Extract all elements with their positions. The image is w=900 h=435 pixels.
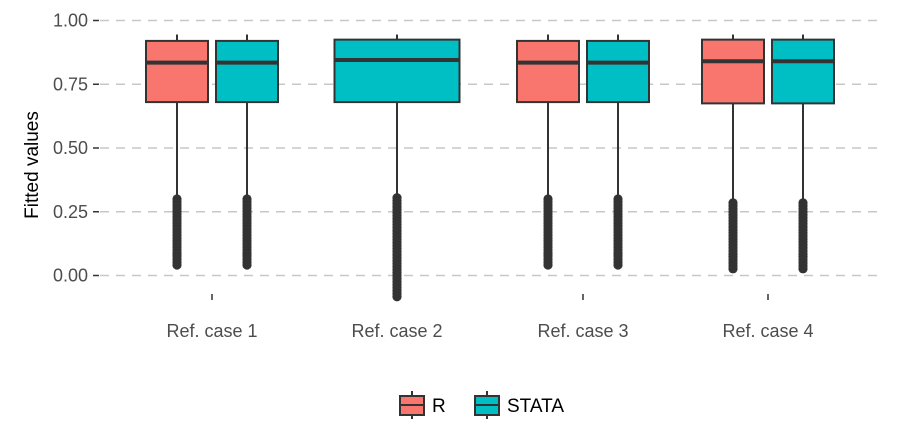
outlier-points [798, 198, 808, 274]
legend-item-stata: STATA [474, 391, 564, 419]
y-tick-label: 0.25 [53, 202, 88, 222]
y-axis: Fitted values 0.00 0.25 0.50 0.75 1.00 [22, 11, 99, 286]
y-tick-label: 0.00 [53, 266, 88, 286]
y-tick-label: 1.00 [53, 11, 88, 31]
box-stata-2 [333, 34, 461, 302]
legend: R STATA [399, 391, 564, 419]
x-tick-label: Ref. case 4 [722, 321, 813, 341]
x-tick-label: Ref. case 2 [351, 321, 442, 341]
outlier-point [798, 264, 808, 274]
box-body [701, 38, 765, 105]
outlier-points [172, 194, 182, 270]
legend-item-r: R [399, 391, 446, 419]
x-tick-label: Ref. case 3 [537, 321, 628, 341]
box-r-1 [145, 34, 209, 270]
y-tick-label: 0.50 [53, 138, 88, 158]
outlier-points [543, 194, 553, 270]
x-axis: Ref. case 1 Ref. case 2 Ref. case 3 Ref. ca… [166, 294, 814, 341]
outlier-points [728, 198, 738, 274]
outlier-points [613, 194, 623, 270]
box-body [516, 39, 580, 104]
outlier-point [172, 260, 182, 270]
box-stata-1 [215, 34, 279, 270]
outlier-points [242, 194, 252, 270]
outlier-point [543, 260, 553, 270]
outlier-point [242, 260, 252, 270]
y-tick-label: 0.75 [53, 74, 88, 94]
legend-label: STATA [507, 396, 564, 417]
legend-label: R [432, 396, 446, 417]
box-body [215, 39, 279, 104]
x-tick-label: Ref. case 1 [166, 321, 257, 341]
box-body [586, 39, 650, 104]
box-body [771, 38, 835, 105]
outlier-points [392, 193, 402, 302]
box-r-3 [516, 34, 580, 270]
outlier-point [728, 264, 738, 274]
plot-area [145, 34, 835, 302]
box-body [145, 39, 209, 104]
box-body [333, 38, 461, 104]
outlier-point [613, 260, 623, 270]
box-r-4 [701, 34, 765, 274]
y-axis-title: Fitted values [22, 111, 43, 219]
box-stata-3 [586, 34, 650, 270]
box-stata-4 [771, 34, 835, 274]
